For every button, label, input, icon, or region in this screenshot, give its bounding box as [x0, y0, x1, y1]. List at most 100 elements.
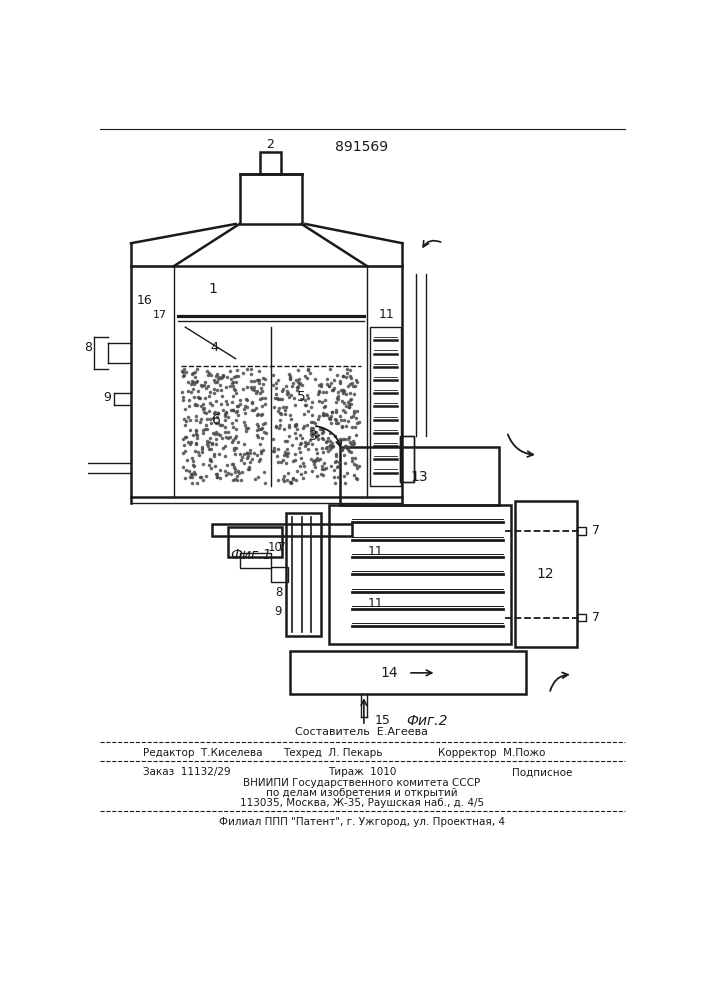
Point	[284, 371, 296, 387]
Point	[267, 443, 279, 459]
Point	[349, 378, 361, 394]
Point	[293, 362, 304, 378]
Point	[208, 446, 219, 462]
Text: 4: 4	[211, 341, 218, 354]
Point	[315, 376, 327, 392]
Point	[216, 430, 227, 446]
Point	[281, 378, 292, 394]
Point	[230, 461, 241, 477]
Point	[227, 419, 238, 435]
Point	[295, 375, 306, 391]
Point	[202, 378, 214, 394]
Point	[250, 471, 261, 487]
Point	[277, 399, 288, 415]
Point	[341, 465, 353, 481]
Point	[329, 462, 340, 478]
Point	[337, 441, 348, 457]
Point	[308, 420, 319, 436]
Point	[267, 367, 279, 383]
Point	[323, 378, 334, 394]
Point	[310, 371, 321, 387]
Text: 14: 14	[380, 666, 398, 680]
Point	[256, 380, 267, 396]
Point	[209, 404, 221, 420]
Bar	[131, 266, 402, 497]
Text: Фиг.1: Фиг.1	[230, 548, 272, 562]
Point	[289, 418, 300, 434]
Point	[180, 443, 191, 459]
Point	[193, 447, 204, 463]
Point	[211, 382, 223, 398]
Point	[217, 368, 228, 384]
Point	[290, 372, 301, 388]
Point	[180, 429, 191, 445]
Point	[346, 419, 357, 435]
Point	[334, 431, 346, 447]
Point	[332, 390, 343, 406]
Point	[324, 438, 335, 454]
Point	[273, 454, 284, 470]
Point	[300, 464, 311, 480]
Point	[203, 457, 214, 473]
Point	[342, 439, 354, 455]
Point	[344, 385, 356, 401]
Point	[208, 385, 219, 401]
Point	[336, 382, 347, 398]
Point	[211, 466, 222, 482]
Point	[282, 445, 293, 461]
Point	[339, 475, 351, 491]
Point	[346, 444, 357, 460]
Point	[221, 369, 233, 385]
Point	[239, 398, 250, 414]
Point	[343, 399, 354, 415]
Bar	[71, 463, 86, 471]
Point	[320, 392, 331, 408]
Point	[189, 458, 200, 474]
Text: 15: 15	[375, 714, 390, 727]
Point	[210, 415, 221, 431]
Point	[268, 431, 279, 447]
Point	[242, 361, 253, 377]
Point	[199, 421, 211, 437]
Point	[180, 462, 192, 478]
Point	[201, 436, 213, 452]
Point	[246, 381, 257, 397]
Point	[345, 391, 356, 407]
Point	[347, 433, 358, 449]
Point	[191, 374, 202, 390]
Point	[214, 369, 225, 385]
Point	[191, 408, 202, 424]
Point	[341, 398, 352, 414]
Point	[252, 407, 263, 423]
Text: 11: 11	[379, 308, 395, 321]
Point	[225, 429, 236, 445]
Point	[230, 374, 242, 390]
Point	[328, 372, 339, 388]
Point	[281, 441, 292, 457]
Point	[234, 396, 245, 412]
Point	[192, 389, 204, 405]
Point	[337, 440, 348, 456]
Bar	[515, 501, 577, 647]
Point	[233, 368, 244, 384]
Point	[192, 373, 203, 389]
Point	[228, 459, 240, 475]
Point	[185, 466, 197, 482]
Point	[313, 383, 325, 399]
Point	[211, 469, 223, 485]
Point	[304, 365, 315, 381]
Point	[316, 394, 327, 410]
Point	[190, 412, 201, 428]
Point	[295, 436, 306, 452]
Point	[331, 448, 342, 464]
Point	[248, 373, 259, 389]
Point	[207, 425, 218, 441]
Point	[344, 443, 355, 459]
Point	[190, 426, 201, 442]
Point	[219, 408, 230, 424]
Point	[197, 422, 209, 438]
Point	[339, 383, 350, 399]
Bar	[240, 553, 271, 568]
Point	[201, 421, 213, 437]
Point	[323, 410, 334, 426]
